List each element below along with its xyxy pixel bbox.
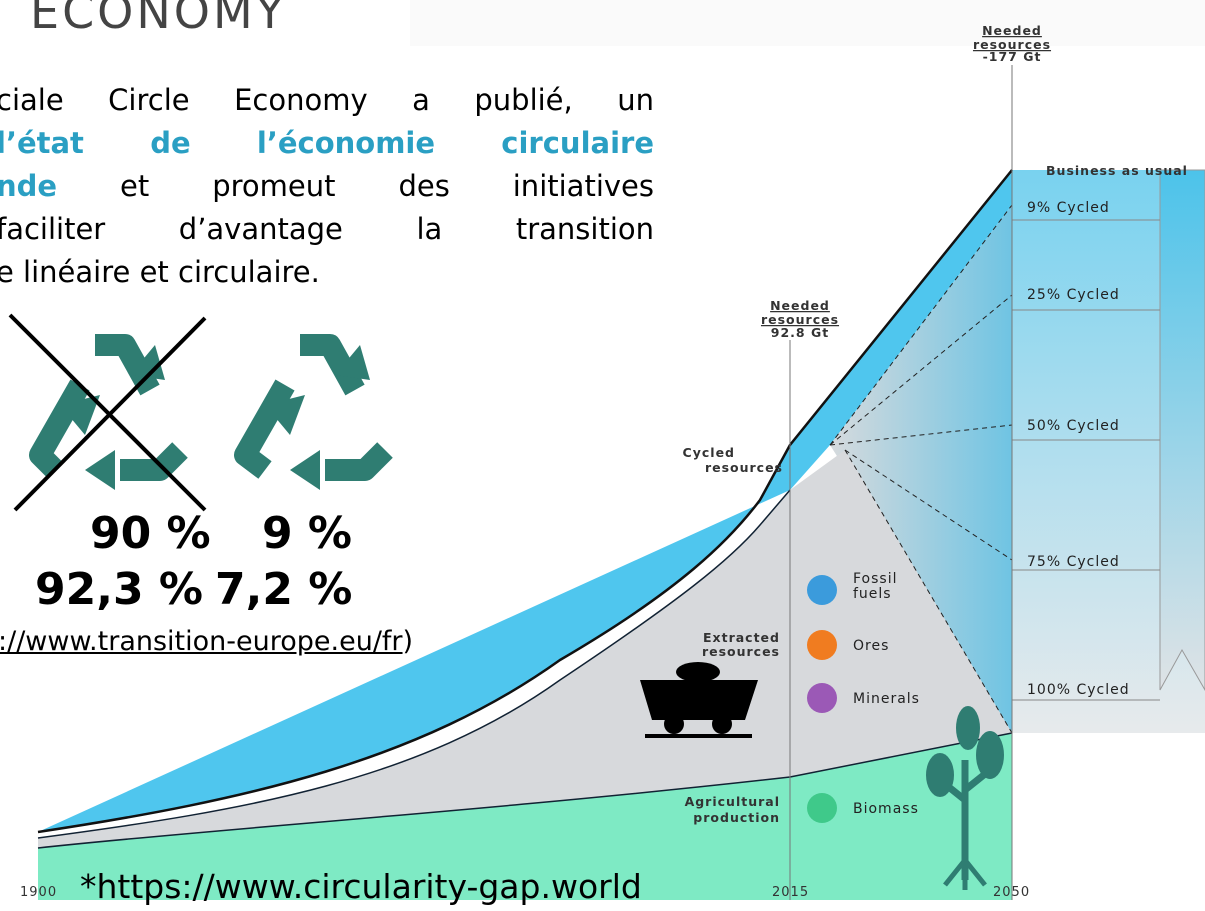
label: 92.8 Gt [771,325,829,340]
label: -177 Gt [983,49,1042,64]
legend-label: Biomass [853,801,919,817]
link-line: ://www.transition-europe.eu/fr) [0,626,413,657]
scenario: 75% Cycled [1027,554,1120,570]
biomass-icon [807,793,837,823]
label: resources [761,312,839,327]
recycle-crossed-heads [60,345,165,490]
cross [8,313,207,512]
scenario: 9% Cycled [1027,200,1110,216]
link-suffix: ) [402,626,414,657]
paragraph-line: l’état de l’économie circulaire [0,129,654,158]
source: *https://www.circularity-gap.world [80,867,642,906]
paragraph-line: e linéaire et circulaire. [0,258,654,287]
label: Needed [770,298,830,313]
year: 2050 [993,885,1030,900]
area-label: Agricultural [685,794,780,809]
scenario: 25% Cycled [1027,287,1120,303]
text: et promeut des initiatives [57,169,654,203]
top-band [410,0,1205,46]
stat: 90 % [90,508,211,559]
scenario-arrow [1159,169,1205,692]
needed-2050: Needed resources -177 Gt [973,23,1051,64]
logo: ECONOMY [30,0,287,39]
stat: 92,3 % [35,564,203,615]
fossil-icon [807,575,837,605]
highlight: nde [0,169,58,203]
scenario-dashes [829,204,1013,734]
stat: 9 % [262,508,353,559]
ores-icon [807,630,837,660]
year: 2015 [772,885,809,900]
paragraph-line: faciliter d’avantage la transition [0,215,654,244]
legend-label: Ores [853,638,889,654]
minerals-icon [807,683,837,713]
label: Needed [982,23,1042,38]
scenario: Business as usual [1046,163,1188,178]
plant-icon [926,706,1004,890]
cycled-fan [830,205,1012,733]
area-label: resources [705,460,783,475]
scenario-lines [1012,219,1160,701]
label: resources [973,37,1051,52]
paragraph-line: ciale Circle Economy a publié, un [0,86,654,115]
cart-icon [640,662,758,738]
legend-label: Minerals [853,691,920,707]
year: 1900 [20,885,57,900]
text: faciliter d’avantage la transition [0,212,654,246]
scenario: 100% Cycled [1027,682,1130,698]
legend-label: Fossil fuels [853,571,898,602]
total-line [37,169,1013,834]
text: e linéaire et circulaire. [0,255,320,289]
link[interactable]: ://www.transition-europe.eu/fr [0,626,403,657]
recycle-heads [265,345,370,490]
needed-2015: Needed resources 92.8 Gt [761,298,839,340]
agricultural-area [38,733,1012,900]
logo-box [0,0,410,46]
scenario: 50% Cycled [1027,418,1120,434]
agri-line [37,732,1013,849]
text: ciale Circle Economy a publié, un [0,83,654,117]
extracted-line [37,489,791,839]
area-label: Extracted [703,630,780,645]
area-label: production [693,810,780,825]
paragraph-line: nde et promeut des initiatives [0,172,654,201]
stat: 7,2 % [215,564,353,615]
extracted-area [38,450,1012,848]
highlight: l’état de l’économie circulaire [0,126,654,160]
area-label: Cycled [683,445,735,460]
area-label: resources [702,644,780,659]
